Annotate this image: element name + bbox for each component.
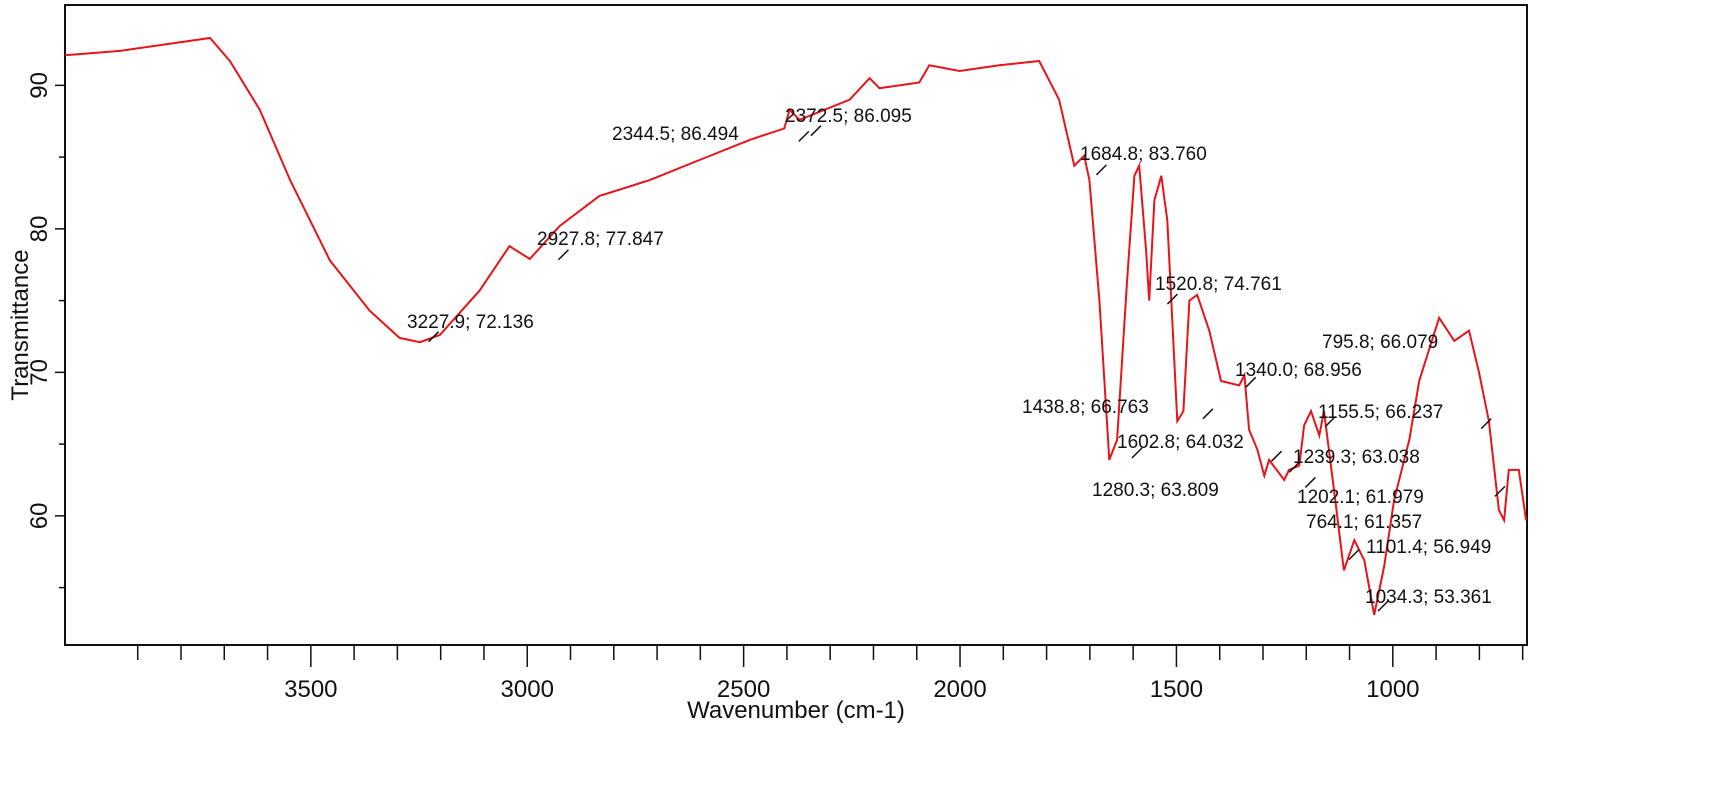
annotation-leader	[557, 249, 570, 261]
peak-annotation: 1155.5; 66.237	[1318, 402, 1443, 423]
peak-annotation: 795.8; 66.079	[1322, 332, 1438, 353]
peak-annotation: 1280.3; 63.809	[1092, 480, 1219, 501]
y-tick-label: 70	[26, 359, 53, 386]
spectrum-line	[64, 36, 1528, 616]
annotation-leader	[1304, 476, 1316, 488]
peak-annotation: 2927.8; 77.847	[537, 229, 664, 250]
peak-annotation: 3227.9; 72.136	[407, 312, 534, 333]
annotation-leader	[810, 125, 822, 137]
peak-annotation: 1684.8; 83.760	[1080, 144, 1207, 165]
x-tick-label: 2500	[717, 676, 770, 703]
annotation-leader	[1348, 549, 1360, 561]
annotation-leader	[1480, 418, 1492, 430]
peak-annotation: 1034.3; 53.361	[1365, 587, 1492, 608]
peak-annotation: 764.1; 61.357	[1306, 512, 1422, 533]
peak-annotation: 1202.1; 61.979	[1297, 487, 1424, 508]
annotation-leader	[1202, 408, 1214, 420]
annotation-leader	[428, 331, 440, 343]
x-tick-label: 2000	[933, 676, 986, 703]
peak-annotation: 2344.5; 86.494	[612, 124, 739, 145]
annotation-leader	[1131, 447, 1143, 459]
x-tick-label: 1500	[1150, 676, 1203, 703]
annotation-leader	[798, 130, 810, 142]
peak-annotation: 1340.0; 68.956	[1235, 360, 1362, 381]
x-tick-label: 3000	[501, 676, 554, 703]
plot-frame	[64, 4, 1528, 646]
y-tick-label: 90	[26, 72, 53, 99]
annotation-leader	[1325, 415, 1337, 427]
annotation-leader	[1494, 485, 1506, 497]
x-tick-label: 1000	[1366, 676, 1419, 703]
peak-annotation: 1438.8; 66.763	[1022, 397, 1149, 418]
annotation-leader	[1095, 164, 1107, 176]
annotation-leader	[1270, 450, 1283, 462]
peak-annotation: 1520.8; 74.761	[1155, 274, 1282, 295]
peak-annotation: 1602.8; 64.032	[1117, 432, 1244, 453]
x-axis-title: Wavenumber (cm-1)	[687, 697, 905, 724]
annotation-leader	[1377, 600, 1389, 612]
annotation-leader	[1245, 376, 1257, 388]
y-tick-label: 80	[26, 216, 53, 243]
peak-annotation: 2372.5; 86.095	[785, 106, 912, 127]
x-tick-label: 3500	[284, 676, 337, 703]
y-tick-label: 60	[26, 503, 53, 530]
annotation-leader	[1166, 293, 1178, 305]
peak-annotation: 1239.3; 63.038	[1293, 447, 1420, 468]
annotation-leader	[1288, 461, 1300, 473]
y-axis-title: Transmittance	[7, 249, 34, 400]
peak-annotation: 1101.4; 56.949	[1366, 537, 1491, 558]
